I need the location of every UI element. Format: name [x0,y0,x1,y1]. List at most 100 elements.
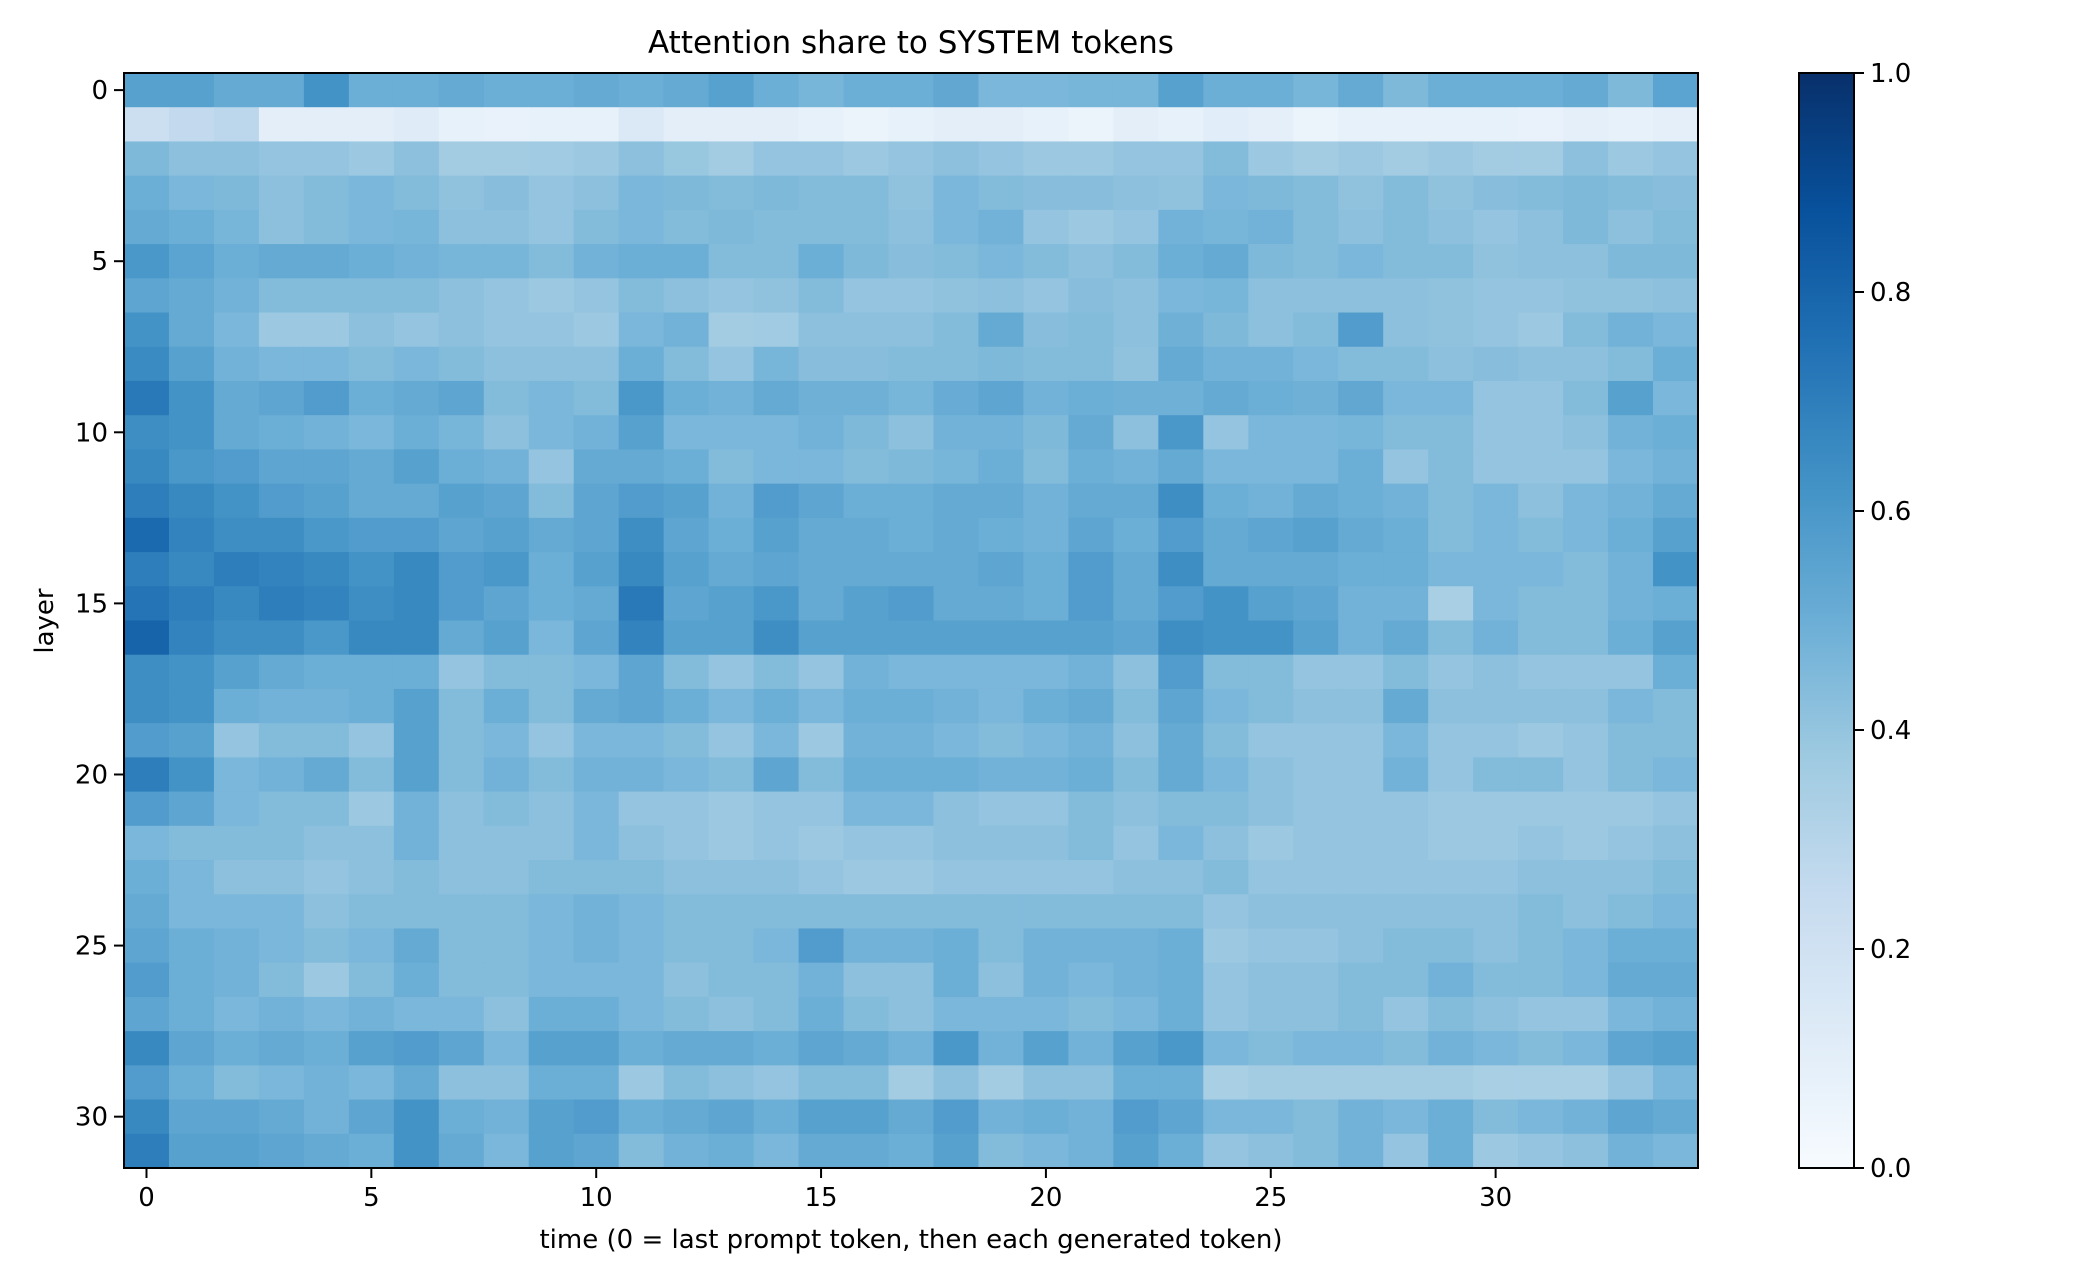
heatmap-cell [843,620,890,656]
y-tick-label: 30 [75,1103,108,1133]
heatmap-cell [438,962,485,998]
heatmap-cell [978,586,1025,622]
heatmap-cell [438,996,485,1032]
heatmap-cell [1338,175,1384,211]
heatmap-cell [528,380,575,416]
heatmap-cell [1473,962,1519,998]
heatmap-cell [168,244,215,279]
heatmap-cell [708,380,755,416]
heatmap-cell [1653,1133,1699,1169]
heatmap-cell [1338,209,1384,245]
heatmap-cell [1608,380,1654,416]
heatmap-cell [1158,278,1204,314]
heatmap-cell [1293,517,1339,553]
heatmap-cell [663,73,710,108]
heatmap-cell [124,1099,170,1135]
heatmap-cell [1383,73,1429,108]
heatmap-cell [1023,73,1069,108]
heatmap-cell [708,654,755,690]
heatmap-cell [1473,620,1519,656]
heatmap-cell [843,380,890,416]
heatmap-cell [1653,894,1699,930]
heatmap-cell [1158,141,1204,177]
heatmap-cell [213,620,260,656]
heatmap-cell [663,244,710,279]
heatmap-cell [393,962,440,998]
heatmap-cell [438,552,485,587]
heatmap-cell [348,346,395,382]
heatmap-cell [1608,244,1654,279]
heatmap-cell [573,1031,620,1066]
heatmap-cell [1653,825,1699,861]
heatmap-cell [258,1099,305,1135]
heatmap-cell [1338,620,1384,656]
heatmap-cell [1518,517,1564,553]
heatmap-cell [1248,757,1294,793]
heatmap-cell [888,449,935,485]
heatmap-cell [393,141,440,177]
heatmap-cell [124,415,170,451]
heatmap-cell [978,962,1025,998]
heatmap-cell [258,894,305,930]
heatmap-cell [1293,1065,1339,1101]
heatmap-cell [1428,723,1474,758]
heatmap-cell [168,107,215,143]
heatmap-cell [213,894,260,930]
heatmap-cell [618,141,665,177]
heatmap-cell [213,654,260,690]
heatmap-cell [303,415,350,451]
heatmap-cell [258,380,305,416]
heatmap-cell [1383,346,1429,382]
heatmap-cell [1113,312,1159,348]
heatmap-cell [1203,620,1249,656]
heatmap-cell [1563,962,1609,998]
heatmap-cell [348,552,395,587]
heatmap-cell [258,620,305,656]
heatmap-cell [1383,312,1429,348]
heatmap-cell [393,73,440,108]
heatmap-cell [348,415,395,451]
heatmap-cell [1338,107,1384,143]
heatmap-cell [1293,312,1339,348]
heatmap-cell [1608,688,1654,724]
heatmap-cell [573,141,620,177]
heatmap-cell [483,791,530,827]
heatmap-cell [348,517,395,553]
heatmap-cell [933,449,980,485]
heatmap-cell [1473,107,1519,143]
heatmap-cell [753,552,800,587]
heatmap-cell [843,1065,890,1101]
heatmap-cell [213,791,260,827]
heatmap-cell [888,175,935,211]
heatmap-cell [483,723,530,758]
heatmap-cell [528,654,575,690]
heatmap-cell [258,244,305,279]
heatmap-cell [438,791,485,827]
heatmap-cell [1473,517,1519,553]
heatmap-cell [1248,791,1294,827]
heatmap-cell [798,278,845,314]
heatmap-cell [1158,483,1204,519]
heatmap-cell [1653,1031,1699,1066]
heatmap-cell [753,1133,800,1169]
heatmap-cell [753,894,800,930]
y-axis-label: layer [30,588,60,654]
heatmap-cell [528,73,575,108]
heatmap-cell [978,244,1025,279]
heatmap-cell [1113,688,1159,724]
heatmap-cell [1653,415,1699,451]
heatmap-cell [1518,928,1564,964]
heatmap-cell [168,586,215,622]
heatmap-cell [573,346,620,382]
heatmap-cell [933,552,980,587]
heatmap-cell [1023,449,1069,485]
heatmap-cell [168,1065,215,1101]
heatmap-cell [933,620,980,656]
heatmap-cell [1068,175,1114,211]
heatmap-cell [124,346,170,382]
heatmap-cell [1158,415,1204,451]
heatmap-cell [618,346,665,382]
heatmap-cell [528,278,575,314]
heatmap-cell [438,723,485,758]
heatmap-cell [1113,654,1159,690]
